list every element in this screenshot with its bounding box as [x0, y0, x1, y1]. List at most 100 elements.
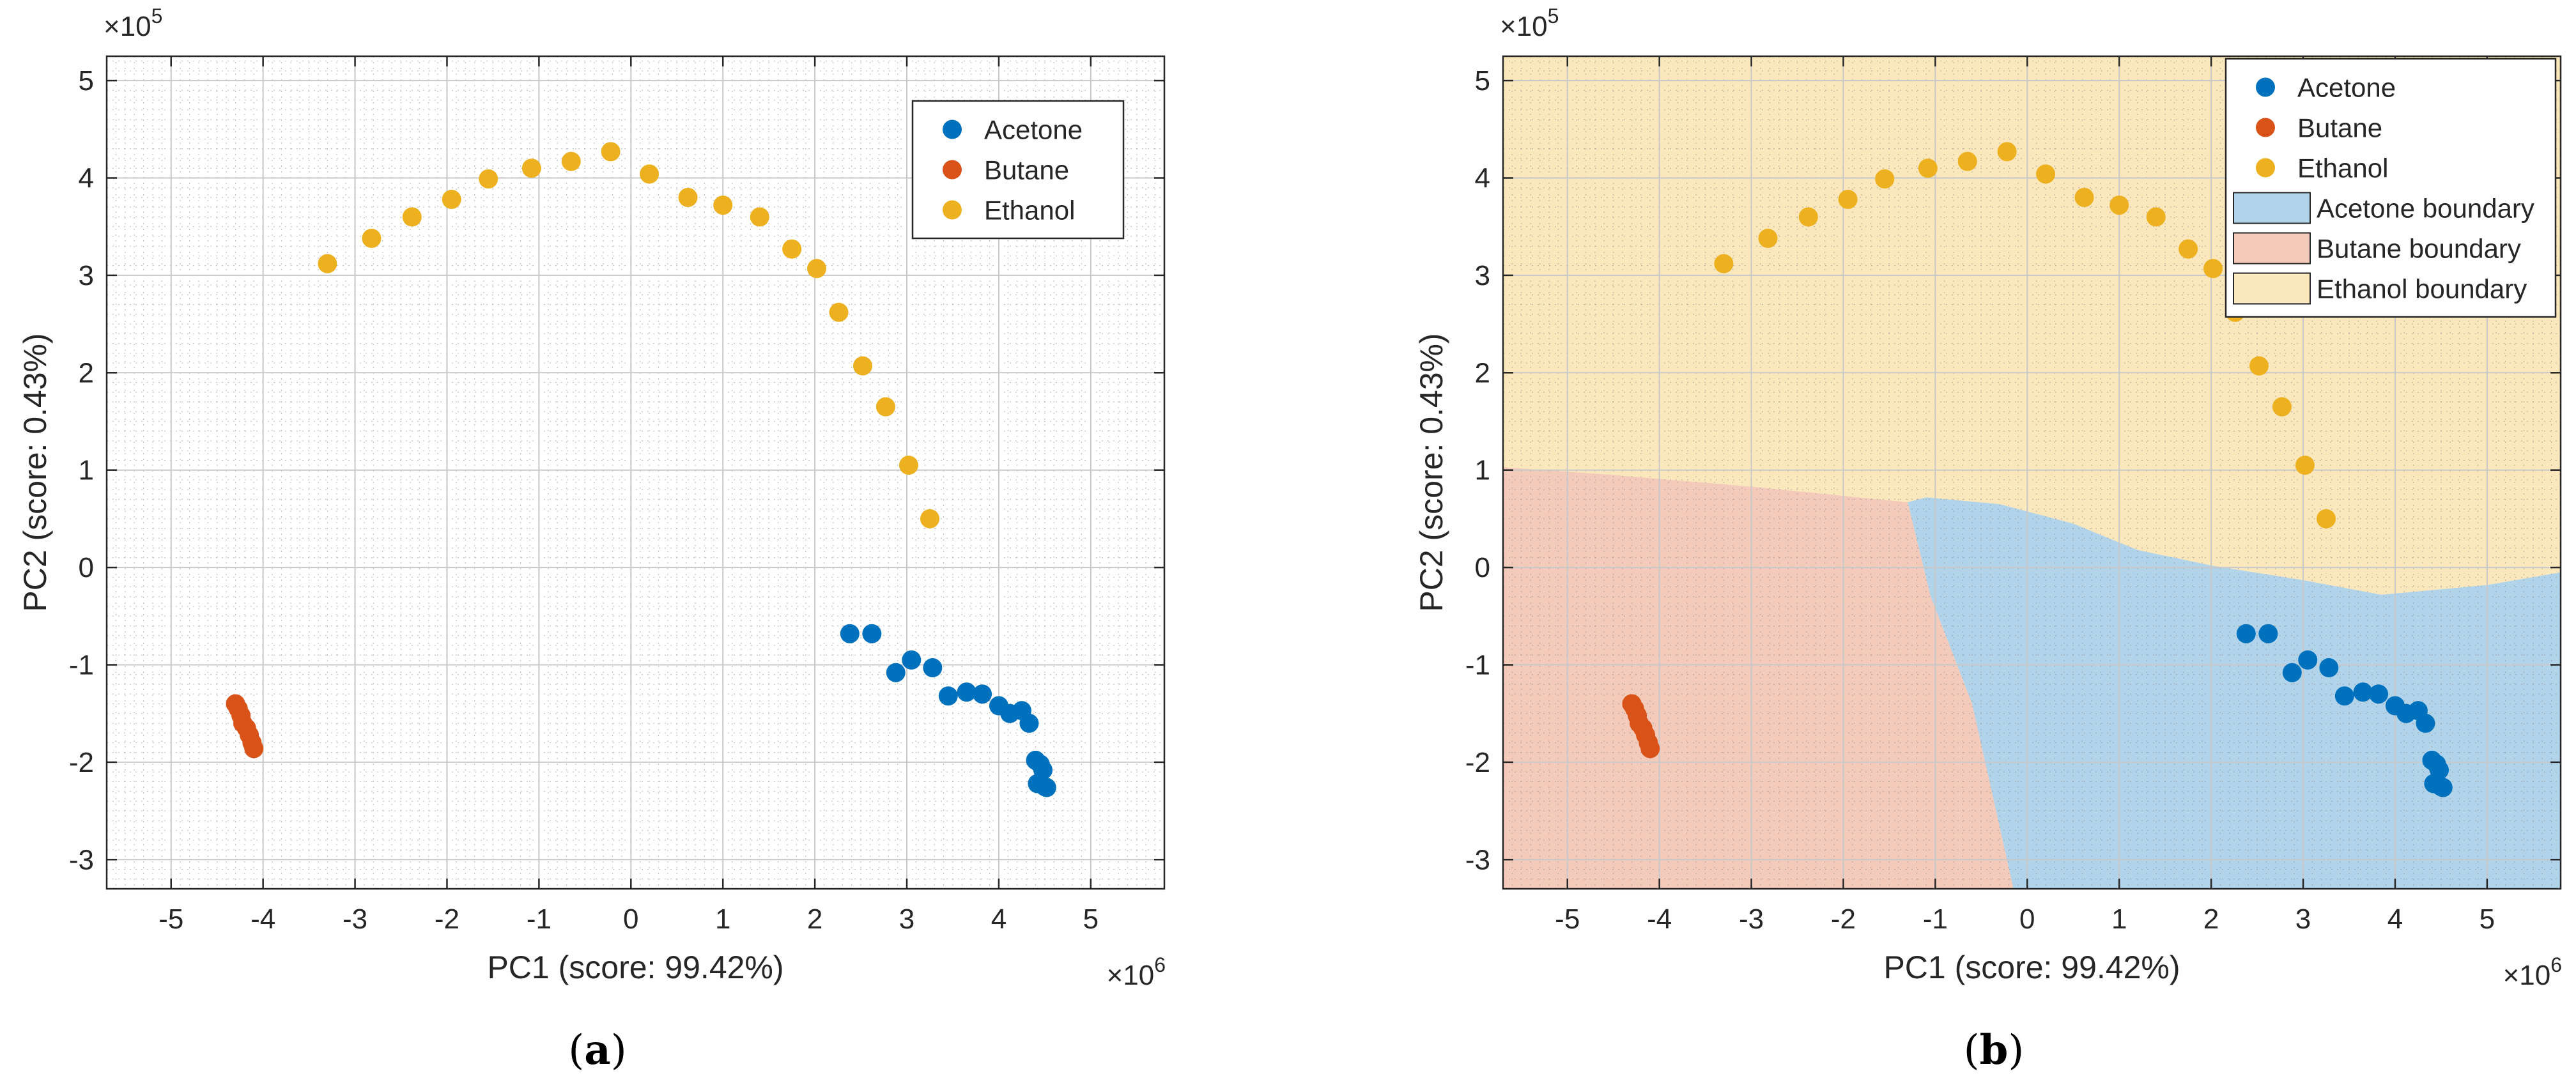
y-tick-label: 5 [1475, 65, 1490, 96]
legend-patch-ethanol-boundary [2233, 272, 2311, 305]
y-tick-label: 2 [1475, 357, 1490, 388]
panel-label: (a) [568, 1026, 626, 1074]
point-acetone [2433, 778, 2453, 797]
point-ethanol [2146, 207, 2166, 227]
x-tick-label: 0 [2019, 904, 2035, 935]
point-ethanol [852, 356, 872, 376]
point-ethanol [1798, 207, 1818, 227]
x-tick-label: -3 [1739, 904, 1764, 935]
point-ethanol [2295, 456, 2315, 475]
x-tick-label: 5 [1083, 904, 1099, 935]
x-tick-label: 3 [2295, 904, 2311, 935]
point-ethanol [678, 187, 698, 207]
x-tick-label: -4 [1647, 904, 1672, 935]
point-ethanol [1918, 158, 1938, 178]
point-ethanol [442, 190, 461, 210]
x-tick-label: -3 [343, 904, 367, 935]
point-acetone [840, 624, 860, 643]
legend-marker-acetone [2256, 77, 2275, 97]
y-tick-label: 0 [1475, 552, 1490, 583]
x-axis-label: PC1 (score: 99.42%) [487, 950, 783, 985]
point-acetone [973, 684, 992, 704]
legend: Acetone Butane Ethanol Acetone boundary Buta… [2225, 58, 2557, 318]
y-tick-label: -1 [1465, 649, 1490, 681]
legend-label-acetone: Acetone [984, 115, 1083, 145]
point-ethanol [899, 456, 918, 475]
point-ethanol [402, 207, 422, 227]
y-axis-label: PC2 (score: 0.43%) [17, 333, 53, 611]
point-ethanol [920, 509, 940, 528]
y-tick-label: 3 [1475, 260, 1490, 291]
region-acetone-boundary [1908, 497, 2561, 889]
point-ethanol [1957, 151, 1977, 171]
x-multiplier: ×106 [1107, 953, 1166, 991]
point-acetone [938, 686, 958, 706]
legend-label-ethanol: Ethanol [2297, 153, 2388, 183]
y-tick-label: 3 [79, 260, 94, 291]
point-ethanol [2109, 196, 2129, 215]
x-tick-label: 0 [623, 904, 638, 935]
point-acetone [923, 658, 943, 678]
x-tick-label: -4 [251, 904, 275, 935]
y-multiplier: ×105 [1500, 4, 1559, 42]
x-tick-label: -5 [158, 904, 183, 935]
y-axis-label: PC2 (score: 0.43%) [1414, 333, 1449, 611]
point-acetone [957, 682, 976, 702]
decision-regions [1503, 56, 2561, 889]
panel-label: (b) [1964, 1026, 2025, 1074]
x-tick-label: 2 [2203, 904, 2219, 935]
point-ethanol [2179, 239, 2198, 259]
point-acetone [902, 650, 922, 670]
y-tick-label: 2 [79, 357, 94, 388]
legend-marker-acetone [943, 119, 962, 139]
point-acetone [886, 663, 906, 682]
y-tick-label: 1 [79, 455, 94, 486]
point-ethanol [2036, 164, 2056, 184]
point-ethanol [807, 259, 827, 279]
point-ethanol [2249, 356, 2269, 376]
point-ethanol [362, 228, 382, 248]
legend-marker-ethanol [2256, 158, 2275, 178]
point-ethanol [829, 302, 849, 322]
y-tick-label: 1 [1475, 455, 1490, 486]
legend-marker-butane [943, 160, 962, 180]
point-ethanol [875, 397, 895, 417]
y-tick-label: -2 [1465, 747, 1490, 778]
point-acetone [2258, 624, 2278, 643]
legend-marker-butane [2256, 118, 2275, 137]
y-tick-label: -3 [1465, 844, 1490, 875]
axes-box [1502, 55, 2562, 890]
axes-box [105, 55, 1166, 890]
data-points [226, 142, 1056, 797]
point-ethanol [601, 142, 621, 162]
point-acetone [2236, 624, 2256, 643]
data-points [1622, 142, 2453, 797]
point-ethanol [750, 207, 769, 227]
legend-marker-ethanol [943, 200, 962, 220]
x-tick-label: 5 [2480, 904, 2495, 935]
legend-patch-acetone-boundary [2233, 192, 2311, 224]
point-ethanol [318, 254, 337, 273]
point-butane [244, 739, 264, 758]
region-butane-boundary [1503, 467, 2014, 889]
point-ethanol [1875, 169, 1895, 189]
point-ethanol [1758, 228, 1778, 248]
x-tick-label: -2 [435, 904, 459, 935]
legend-box [2225, 58, 2557, 318]
point-acetone [2282, 663, 2302, 682]
y-tick-label: -3 [69, 844, 94, 875]
legend-label-butane: Butane [984, 155, 1069, 185]
legend-label-acetone: Acetone [2297, 73, 2396, 103]
panel-b: -5 -4 -3 -2 -1 0 1 2 3 4 5 -3 -2 -1 0 1 2 3 4 5 PC1 (score: … [1414, 4, 2562, 1074]
legend-label-butane-boundary: Butane boundary [2317, 234, 2521, 264]
y-tick-label: 0 [79, 552, 94, 583]
x-multiplier: ×106 [2503, 953, 2562, 991]
point-acetone [1037, 778, 1056, 797]
legend-patch-butane-boundary [2233, 232, 2311, 265]
point-acetone [1019, 713, 1039, 733]
point-acetone [2369, 684, 2389, 704]
point-ethanol [2272, 397, 2292, 417]
x-axis-label: PC1 (score: 99.42%) [1883, 950, 2180, 985]
point-acetone [2298, 650, 2318, 670]
